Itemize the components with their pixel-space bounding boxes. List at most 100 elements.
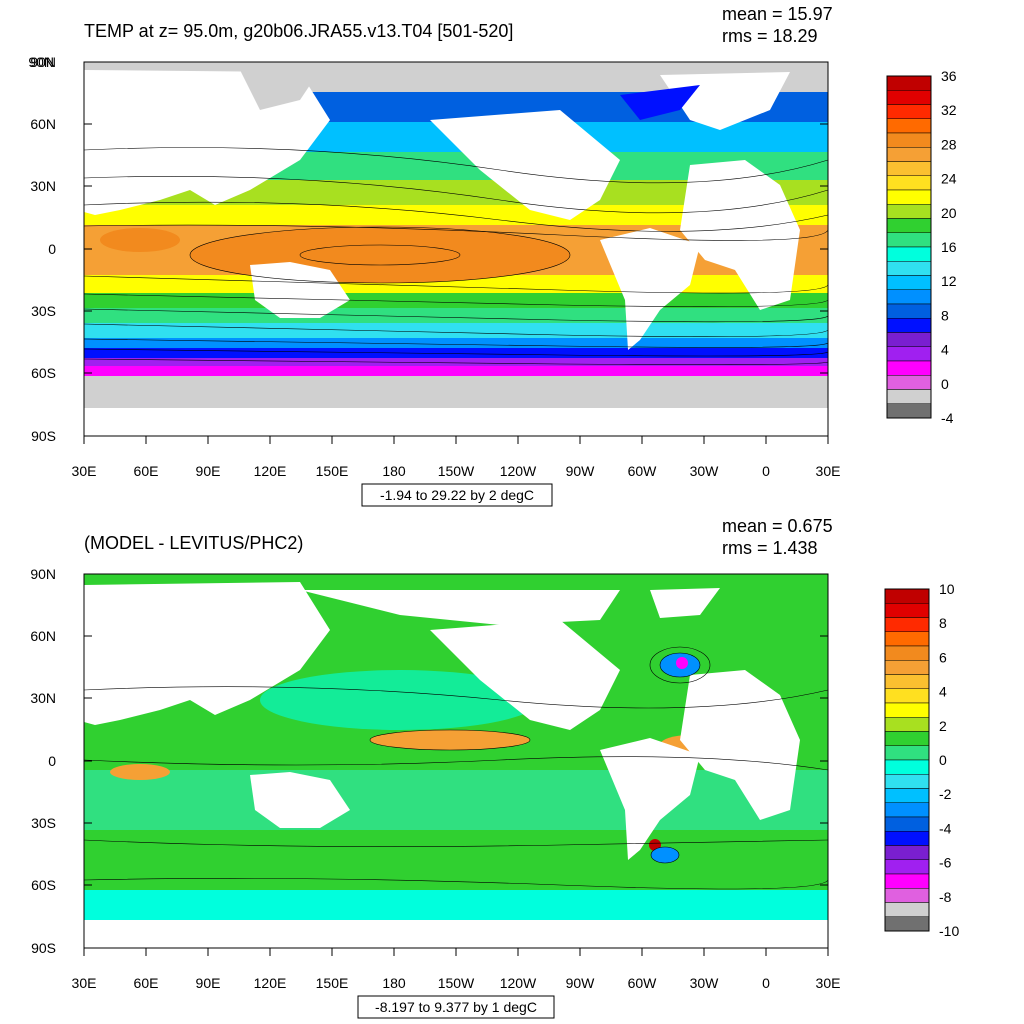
colorbar-swatch [886,147,932,162]
lat-label: 90N [30,566,56,582]
lon-label: 30E [72,975,97,991]
rms-text: rms = 1.438 [722,538,818,558]
colorbar-frame [886,75,932,419]
colorbar-swatch [884,645,930,661]
lon-label: 60E [134,975,159,991]
colorbar-swatch [886,232,932,248]
lon-label: 30E [816,463,841,479]
colorbar-swatch [886,275,932,290]
colorbar-label: 4 [941,342,949,358]
colorbar-label: 24 [941,171,957,187]
range-text: -1.94 to 29.22 by 2 degC [380,487,534,503]
lat-label: 60N [30,116,56,132]
colorbar-label: 4 [939,684,947,700]
lat-label: 30N [30,178,56,194]
colorbar-label: 0 [939,752,947,768]
colorbar-swatch [886,246,932,262]
colorbar-swatch [886,375,932,390]
lon-label: 150W [438,463,475,479]
colorbar-label: -4 [939,820,952,836]
lat-labels-top: 90N [28,54,54,70]
range-box-top: -1.94 to 29.22 by 2 degC [361,483,553,507]
colorbar-bottom: 10 8 6 4 2 0 -2 -4 -6 -8 -10 [884,581,959,939]
colorbar-swatch [884,759,930,775]
colorbar-swatch [886,403,932,419]
colorbar-label: 8 [941,307,949,323]
lat-axis-labels-bottom: 90N 60N 30N 0 30S 60S 90S [30,566,56,956]
lat-label: 60S [31,877,56,893]
lat-label: 90N [28,54,54,70]
lon-label: 60W [628,975,658,991]
lon-label: 30W [690,975,720,991]
colorbar-swatch [884,588,930,604]
colorbar-label: 6 [939,649,947,665]
ticks-bottom [83,573,829,956]
lon-label: 90W [566,463,596,479]
colorbar-swatch [886,104,932,119]
colorbar-label: -2 [939,786,952,802]
colorbar-swatch [886,332,932,347]
colorbar-swatch [886,204,932,219]
colorbar-swatch [886,161,932,176]
colorbar-label: -10 [939,923,959,939]
rms-text: rms = 18.29 [722,26,818,46]
colorbar-swatch [884,774,930,789]
lon-label: 180 [382,975,406,991]
colorbar-frame [884,588,930,932]
colorbar-label: 2 [939,718,947,734]
colorbar-swatch [884,688,930,704]
lon-label: 30W [690,463,720,479]
panel-title: TEMP at z= 95.0m, g20b06.JRA55.v13.T04 [… [84,21,513,41]
lon-axis-labels-bottom: 30E 60E 90E 120E 150E 180 150W 120W 90W … [72,975,841,991]
colorbar-swatch [886,303,932,319]
lon-label: 0 [762,975,770,991]
lon-axis-labels-top: 30E 60E 90E 120E 150E 180 150W 120W 90W … [72,463,841,479]
lon-label: 120W [500,463,537,479]
lat-label: 60N [30,628,56,644]
lon-label: 60E [134,463,159,479]
colorbar-swatch [884,660,930,675]
mean-text: mean = 0.675 [722,516,833,536]
lon-label: 120W [500,975,537,991]
range-box-bottom: -8.197 to 9.377 by 1 degC [357,995,555,1019]
colorbar-swatch [886,90,932,105]
panel-title: (MODEL - LEVITUS/PHC2) [84,533,303,553]
colorbar-swatch [886,289,932,305]
colorbar-swatch [884,674,930,689]
range-text: -8.197 to 9.377 by 1 degC [375,999,537,1015]
colorbar-label: -4 [941,410,954,426]
colorbar-swatch [886,118,932,134]
colorbar-swatch [884,788,930,803]
lat-label: 60S [31,365,56,381]
colorbar-swatch [884,831,930,846]
lat-label: 90S [31,940,56,956]
colorbar-swatch [886,132,932,148]
lon-label: 90E [196,463,221,479]
colorbar-swatch [884,631,930,647]
lat-label: 90S [31,428,56,444]
lon-label: 150W [438,975,475,991]
colorbar-label: 32 [941,102,957,118]
map-top [83,62,829,436]
colorbar-swatch [886,261,932,276]
lon-label: 90W [566,975,596,991]
colorbar-swatch [884,845,930,860]
lon-label: 120E [254,463,287,479]
colorbar-swatch [884,603,930,618]
colorbar-label: 0 [941,376,949,392]
colorbar-swatch [884,731,930,746]
lat-label: 0 [48,753,56,769]
colorbar-label: 16 [941,239,957,255]
lon-label: 30E [72,463,97,479]
lon-label: 150E [316,463,349,479]
lon-label: 90E [196,975,221,991]
lat-label: 30S [31,303,56,319]
lon-ticks-top [83,436,829,444]
colorbar-label: 28 [941,136,957,152]
panel-top: TEMP at z= 95.0m, g20b06.JRA55.v13.T04 [… [28,4,833,444]
lat-label: 90N [30,54,56,70]
colorbar-swatch [884,802,930,818]
lon-label: 180 [382,463,406,479]
lon-label: 120E [254,975,287,991]
